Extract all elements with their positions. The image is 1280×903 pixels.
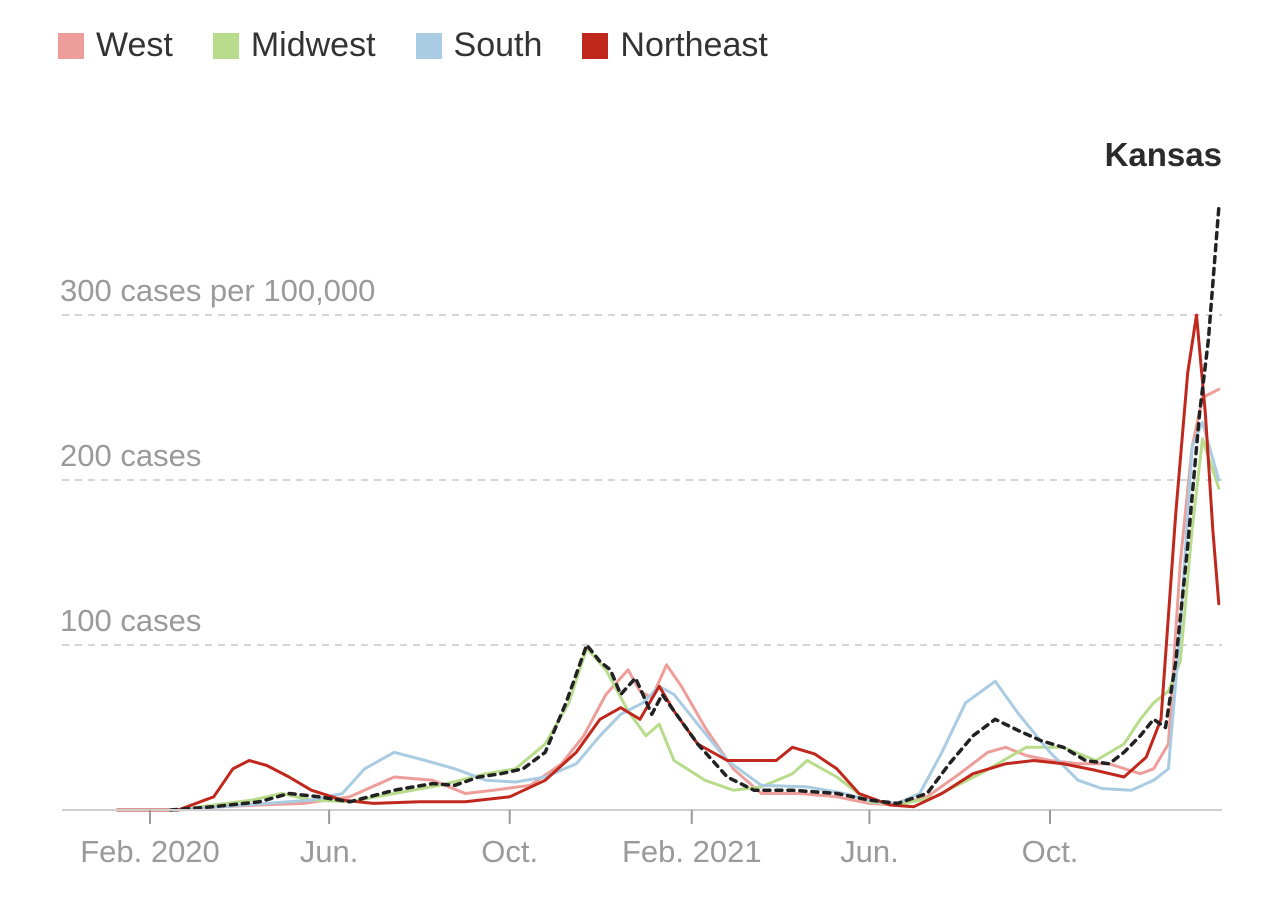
x-tick-label: Jun. [300, 834, 359, 869]
legend-swatch [415, 32, 442, 59]
y-tick-label: 100 cases [60, 603, 201, 638]
kansas-label: Kansas [1105, 136, 1222, 173]
legend: West Midwest South Northeast [58, 26, 808, 65]
legend-label: West [96, 26, 173, 64]
legend-label: South [453, 26, 543, 64]
legend-item-south: South [415, 26, 543, 65]
x-tick-label: Oct. [1022, 834, 1079, 869]
legend-label: Northeast [620, 26, 768, 64]
x-tick-label: Feb. 2021 [622, 834, 762, 869]
x-axis: Feb. 2020 Jun. Oct. Feb. 2021 Jun. Oct. [62, 809, 1222, 869]
annotations: Kansas [1105, 136, 1222, 173]
gridlines [62, 314, 1222, 646]
y-tick-label: 200 cases [60, 438, 201, 473]
series-line-kansas [168, 206, 1221, 812]
x-tick-label: Jun. [840, 834, 899, 869]
y-tick-label: 300 cases per 100,000 [60, 273, 375, 308]
series-line-northeast [115, 313, 1221, 812]
legend-swatch [212, 32, 239, 59]
series-line-west [115, 387, 1221, 812]
legend-item-midwest: Midwest [212, 26, 376, 65]
series-lines [115, 206, 1221, 812]
legend-swatch [582, 32, 609, 59]
x-tick-label: Feb. 2020 [80, 834, 220, 869]
x-tick-label: Oct. [481, 834, 538, 869]
y-axis-labels: 100 cases 200 cases 300 cases per 100,000 [60, 273, 375, 638]
legend-label: Midwest [250, 26, 376, 64]
legend-item-west: West [58, 26, 173, 65]
legend-swatch [58, 32, 84, 59]
legend-item-northeast: Northeast [582, 26, 768, 65]
